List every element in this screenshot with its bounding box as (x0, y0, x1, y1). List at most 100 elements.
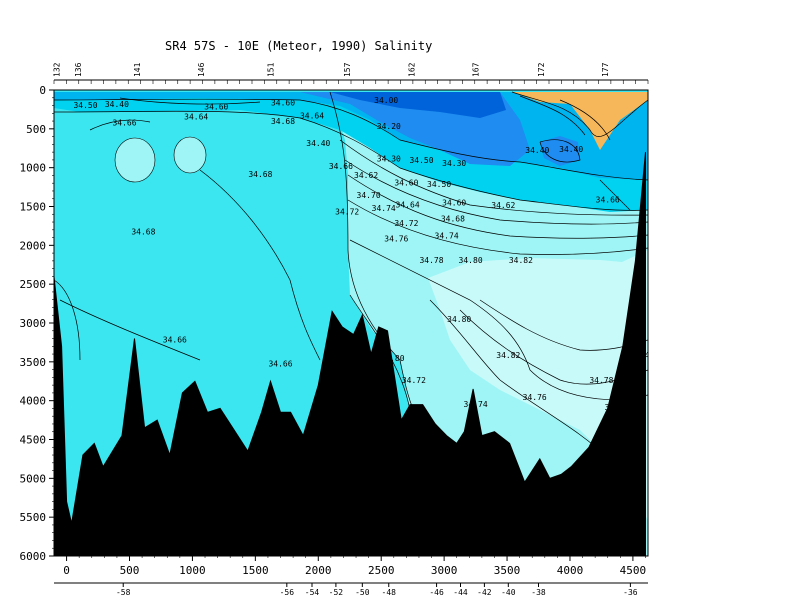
contour-label: 34.60 (204, 102, 228, 111)
contour-label: 34.80 (447, 315, 471, 324)
contour-label: 34.40 (306, 139, 330, 148)
station-label: 141 (133, 62, 142, 77)
contour-label: 34.72 (394, 219, 418, 228)
y-tick-label: 4500 (20, 434, 47, 447)
contour-label: 34.30 (442, 159, 466, 168)
fresh-eddy-mid (173, 136, 207, 174)
contour-label: 34.78 (589, 376, 613, 385)
contour-label: 34.68 (271, 117, 295, 126)
contour-label: 34.64 (396, 200, 420, 209)
x-tick-label: 3000 (431, 564, 458, 577)
y-tick-label: 1500 (20, 201, 47, 214)
x-tick-label: 0 (63, 564, 70, 577)
contour-label: 34.40 (525, 146, 549, 155)
contour-label: 34.50 (409, 156, 433, 165)
station-label: 132 (53, 62, 62, 77)
station-label: 177 (601, 62, 610, 77)
x-tick-label: 2000 (305, 564, 332, 577)
fresh-eddy-west (114, 137, 156, 183)
salinity-band-34-80 (428, 250, 648, 520)
contour-label: 34.66 (596, 196, 620, 205)
y-tick-label: 4000 (20, 395, 47, 408)
contour-label: 34.50 (427, 180, 451, 189)
contour-label: 34.68 (131, 228, 155, 237)
y-tick-label: 5000 (20, 472, 47, 485)
contour-labels: 34.50 34.40 34.66 34.60 34.64 34.60 34.68 34.64… (73, 96, 648, 438)
contour-label: 34.60 (271, 99, 295, 108)
contour-label: 34.82 (509, 256, 533, 265)
contour-label: 34.66 (163, 335, 187, 344)
contour-label: 34.50 (73, 101, 97, 110)
contour-label: 34.74 (604, 429, 628, 438)
contour-label: 34.00 (374, 96, 398, 105)
latitude-tick-label: -50 (355, 588, 370, 597)
latitude-tick-label: -38 (531, 588, 546, 597)
contour-label: 34.74 (464, 400, 488, 409)
top-axis-station-ticks: 132 136 141 146 151 157 162 167 172 177 (53, 62, 649, 84)
x-tick-label: 1000 (179, 564, 206, 577)
contour-label: 34.62 (354, 171, 378, 180)
station-label: 157 (343, 62, 352, 77)
x-axis-latitude: -58 -56 -54 -52 -50 -48 -46 -44 -42 -40 -38 -36 (54, 582, 648, 597)
x-axis-distance: 0 500 1000 1500 2000 2500 3000 3500 4000 4500 (63, 556, 646, 577)
chart-title: SR4 57S - 10E (Meteor, 1990) Salinity (165, 39, 432, 53)
contour-label: 34.72 (402, 376, 426, 385)
contour-label: 34.82 (496, 351, 520, 360)
y-tick-label: 1000 (20, 162, 47, 175)
seabed-bathymetry (54, 152, 646, 556)
contour-label: 34.68 (248, 170, 272, 179)
latitude-tick-label: -36 (623, 588, 638, 597)
contour-label: 34.76 (523, 393, 547, 402)
latitude-tick-label: -48 (382, 588, 397, 597)
x-tick-label: 3500 (494, 564, 521, 577)
x-tick-label: 4000 (557, 564, 584, 577)
station-label: 146 (197, 62, 206, 77)
contour-label: 34.78 (419, 256, 443, 265)
latitude-tick-label: -44 (453, 588, 468, 597)
salinity-band-34-00 (330, 92, 506, 118)
latitude-tick-label: -56 (280, 588, 295, 597)
x-tick-label: 4500 (620, 564, 647, 577)
x-tick-label: 500 (120, 564, 140, 577)
contour-label: 34.40 (559, 145, 583, 154)
contour-label: 34.30 (377, 155, 401, 164)
latitude-tick-label: -52 (329, 588, 344, 597)
latitude-tick-label: -46 (429, 588, 444, 597)
contour-label: 34.80 (380, 354, 404, 363)
contour-label: 34.64 (300, 112, 324, 121)
y-tick-label: 6000 (20, 550, 47, 563)
station-label: 167 (472, 62, 481, 77)
latitude-tick-label: -40 (501, 588, 516, 597)
y-tick-label: 500 (26, 123, 46, 136)
contour-label: 34.66 (268, 360, 292, 369)
latitude-tick-label: -42 (477, 588, 492, 597)
station-label: 136 (74, 62, 83, 77)
y-tick-label: 2500 (20, 278, 47, 291)
latitude-tick-label: -54 (305, 588, 320, 597)
x-tick-label: 1500 (242, 564, 269, 577)
station-label: 162 (407, 62, 416, 77)
contour-label: 34.64 (184, 113, 208, 122)
contour-label: 34.66 (112, 119, 136, 128)
station-label: 151 (266, 62, 275, 77)
latitude-tick-label: -58 (116, 588, 131, 597)
y-tick-label: 2000 (20, 239, 47, 252)
y-tick-label: 0 (39, 84, 46, 97)
plot-area: 34.50 34.40 34.66 34.60 34.64 34.60 34.68 34.64… (54, 90, 648, 556)
contour-label: 34.60 (394, 179, 418, 188)
contour-label: 34.60 (442, 199, 466, 208)
contour-label: 34.76 (604, 403, 628, 412)
contour-label: 34.40 (105, 100, 129, 109)
salinity-band-high (512, 92, 648, 150)
contour-label: 34.80 (459, 256, 483, 265)
y-axis-depth: 0 500 1000 1500 2000 2500 3000 3500 4000 4500 5000… (20, 84, 54, 563)
x-tick-label: 2500 (368, 564, 395, 577)
station-label: 172 (537, 62, 546, 77)
contour-label: 34.62 (491, 201, 515, 210)
y-tick-label: 3500 (20, 356, 47, 369)
contour-label: 34.68 (441, 214, 465, 223)
y-tick-label: 5500 (20, 511, 47, 524)
contour-label: 34.72 (335, 207, 359, 216)
contour-label: 34.74 (372, 204, 396, 213)
